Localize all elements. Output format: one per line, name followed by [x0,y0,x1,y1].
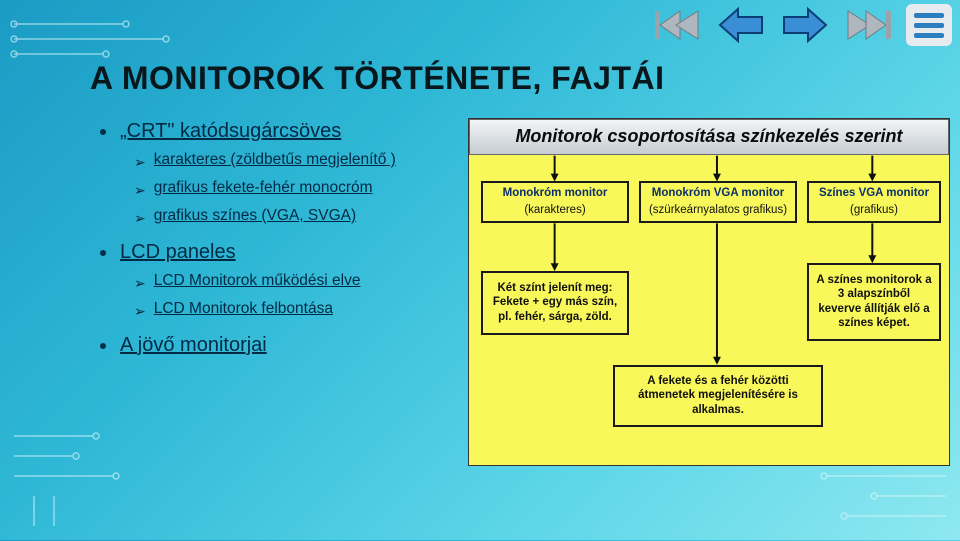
first-slide-button[interactable] [650,4,704,46]
slide-title: A MONITOROK TÖRTÉNETE, FAJTÁI [90,60,665,97]
node-label: Monokróm VGA monitor [652,186,784,200]
bullet-icon [100,250,106,256]
hamburger-icon [914,13,944,18]
node-caption: (grafikus) [850,203,898,217]
arrow-icon: ➢ [134,154,146,171]
menu-button[interactable] [906,4,952,46]
link-lcd-resolution[interactable]: LCD Monitorok felbontása [154,300,333,318]
content-list: „CRT" katódsugárcsöves ➢ karakteres (zöld… [100,120,450,357]
circuit-decoration-bottom-left [4,426,154,536]
link-lcd[interactable]: LCD paneles [120,241,236,264]
arrow-icon: ➢ [134,210,146,227]
link-crt-char[interactable]: karakteres (zöldbetűs megjelenítő ) [154,151,396,169]
diagram-body: Monokróm monitor (karakteres) Monokróm V… [469,155,949,465]
arrow-icon: ➢ [134,303,146,320]
node-label: Monokróm monitor [503,186,608,200]
bullet-icon [100,343,106,349]
bullet-icon [100,129,106,135]
last-slide-button[interactable] [842,4,896,46]
next-slide-button[interactable] [778,4,832,46]
prev-slide-button[interactable] [714,4,768,46]
node-color-vga: Színes VGA monitor (grafikus) [807,181,941,223]
slide-nav [650,4,952,46]
node-desc-greyscale: A fekete és a fehér közötti átmenetek me… [613,365,823,427]
link-crt[interactable]: „CRT" katódsugárcsöves [120,120,341,143]
link-lcd-working[interactable]: LCD Monitorok működési elve [154,272,361,290]
node-monochrome: Monokróm monitor (karakteres) [481,181,629,223]
node-monochrome-vga: Monokróm VGA monitor (szürkeárnyalatos g… [639,181,797,223]
arrow-icon: ➢ [134,182,146,199]
link-crt-color[interactable]: grafikus színes (VGA, SVGA) [154,207,356,225]
link-future[interactable]: A jövő monitorjai [120,334,267,357]
link-crt-mono[interactable]: grafikus fekete-fehér monocróm [154,179,373,197]
arrow-icon: ➢ [134,275,146,292]
classification-diagram: Monitorok csoportosítása színkezelés sze… [468,118,950,466]
node-desc-twocolor: Két színt jelenít meg: Fekete + egy más … [481,271,629,335]
node-caption: (karakteres) [524,203,585,217]
node-label: Színes VGA monitor [819,186,929,200]
diagram-title: Monitorok csoportosítása színkezelés sze… [469,119,949,155]
node-caption: (szürkeárnyalatos grafikus) [649,203,787,217]
node-desc-rgb: A színes monitorok a 3 alapszínből kever… [807,263,941,341]
